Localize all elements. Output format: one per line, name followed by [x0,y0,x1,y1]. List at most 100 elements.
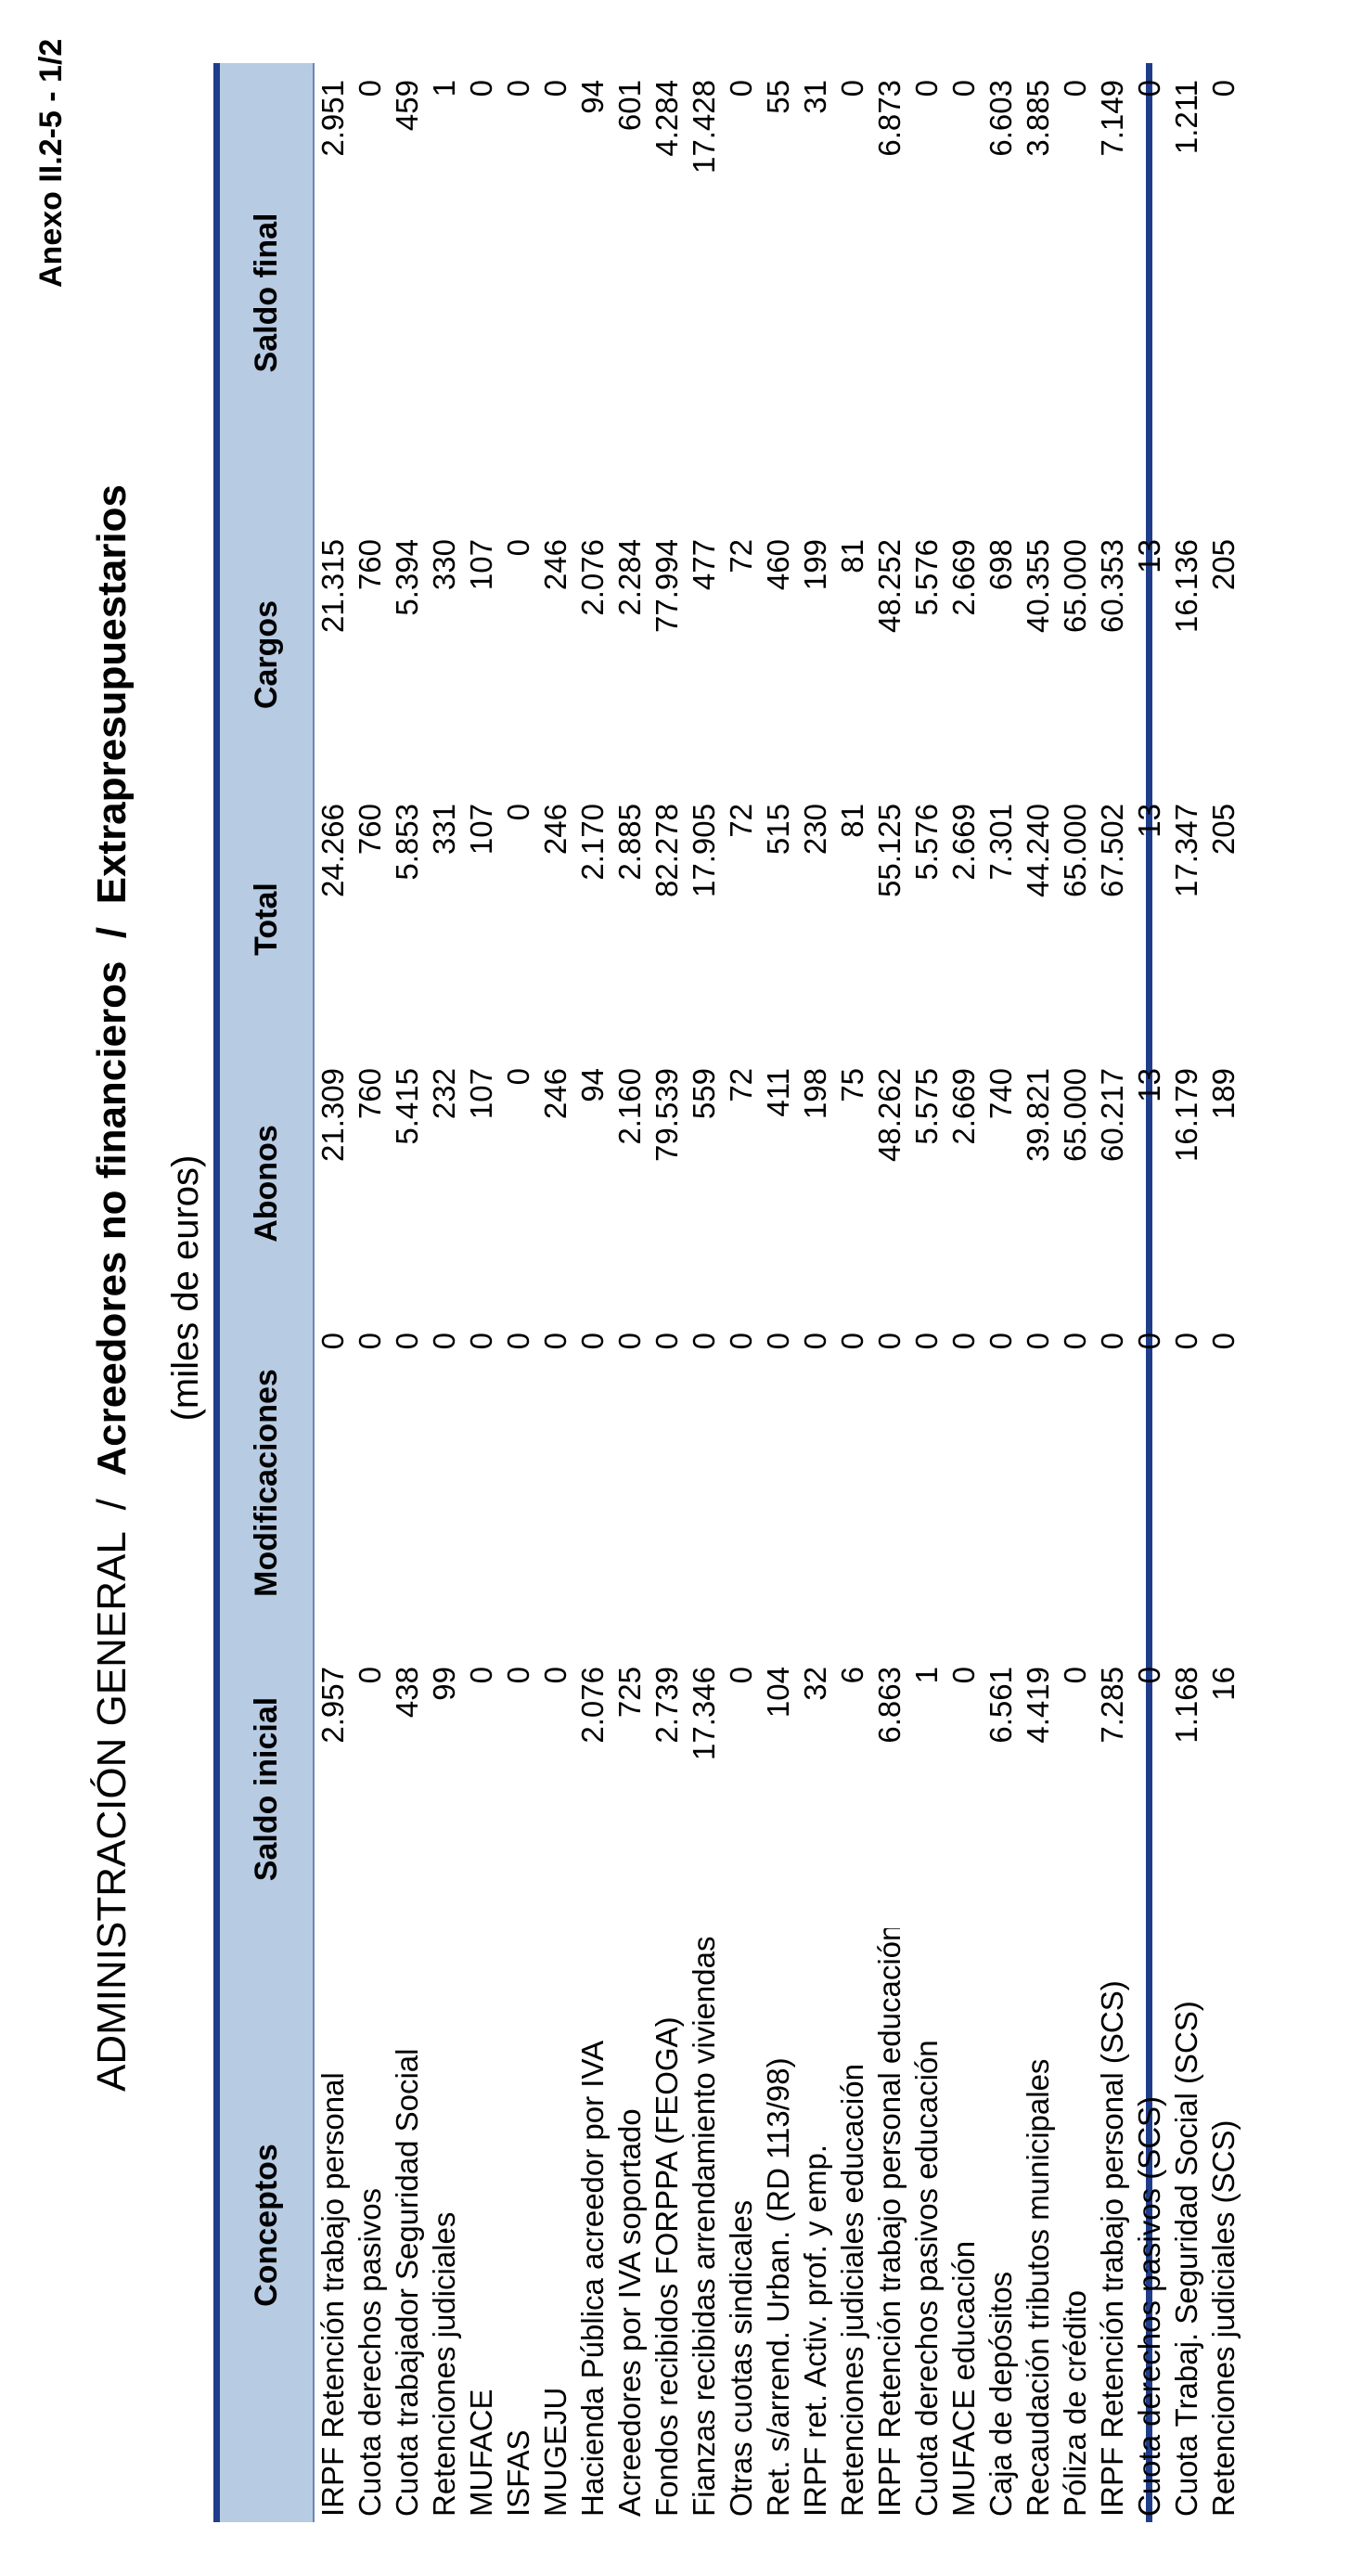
saldo-final-cell: 1.211 [1169,80,1203,155]
concept-cell: IRPF Retención trabajo personal (SCS) [1095,1980,1129,2517]
cargos-cell: 16.136 [1169,539,1203,633]
modificaciones-cell: 0 [1021,1333,1055,1350]
abonos-cell: 60.217 [1095,1068,1129,1162]
abonos-cell: 48.262 [872,1068,907,1162]
saldo-final-cell: 0 [1058,80,1092,97]
saldo-final-cell: 55 [761,80,795,114]
total-cell: 205 [1206,804,1241,856]
saldo-final-cell: 0 [835,80,869,97]
cargos-cell: 330 [427,539,461,591]
title-separator-1: / [89,1499,135,1511]
abonos-cell: 65.000 [1058,1068,1092,1162]
abonos-cell: 760 [353,1068,387,1120]
concept-cell: IRPF ret. Activ. prof. y emp. [798,2145,832,2517]
saldo-inicial-cell: 4.419 [1021,1667,1055,1744]
creditors-table-container: Conceptos Saldo inicial Modificaciones Abon… [213,63,1241,2522]
table-row: IRPF Retención trabajo personal (SCS) 7.2… [1094,63,1131,2522]
saldo-final-cell: 0 [464,80,498,97]
total-cell: 82.278 [649,804,684,897]
cargos-cell: 21.315 [315,539,350,633]
abonos-cell: 189 [1206,1068,1241,1120]
cargos-cell: 2.284 [612,539,647,616]
saldo-inicial-cell: 0 [724,1667,758,1684]
modificaciones-cell: 0 [501,1333,535,1350]
total-cell: 515 [761,804,795,856]
modificaciones-cell: 0 [649,1333,684,1350]
saldo-final-cell: 0 [946,80,981,97]
abonos-cell: 39.821 [1021,1068,1055,1162]
cargos-cell: 0 [501,539,535,557]
table-row: Cuota derechos pasivos (SCS) 0 0 13 13 13 0 [1131,63,1168,2522]
concept-cell: Cuota derechos pasivos educación [909,2040,944,2517]
concept-cell: Retenciones judiciales educación [835,2064,869,2517]
header-cargos: Cargos [220,522,314,787]
cargos-cell: 5.394 [390,539,424,616]
total-cell: 2.885 [612,804,647,881]
saldo-final-cell: 1 [427,80,461,97]
saldo-inicial-cell: 6.561 [984,1667,1018,1744]
cargos-cell: 2.669 [946,539,981,616]
saldo-final-cell: 0 [1206,80,1241,97]
total-cell: 17.905 [687,804,721,897]
modificaciones-cell: 0 [315,1333,350,1350]
concept-cell: ISFAS [501,2429,535,2517]
saldo-final-cell: 0 [538,80,572,97]
abonos-cell: 559 [687,1068,721,1120]
cargos-cell: 72 [724,539,758,573]
saldo-inicial-cell: 2.957 [315,1667,350,1744]
saldo-inicial-cell: 0 [1132,1667,1166,1684]
table-row: Otras cuotas sindicales 0 0 72 72 72 0 [723,63,760,2522]
abonos-cell: 2.160 [612,1068,647,1145]
concept-cell: Ret. s/arrend. Urban. (RD 113/98) [761,2057,795,2517]
concept-cell: Póliza de crédito [1058,2290,1092,2517]
table-row: Cuota derechos pasivos 0 0 760 760 760 0 [352,63,389,2522]
table-header-row: Conceptos Saldo inicial Modificaciones Abon… [220,63,314,2522]
cargos-cell: 65.000 [1058,539,1092,633]
table-row: Cuota Trabaj. Seguridad Social (SCS) 1.16… [1168,63,1205,2522]
table-row: Recaudación tributos municipales 4.419 0 39… [1020,63,1057,2522]
table-row: MUFACE 0 0 107 107 107 0 [463,63,500,2522]
saldo-inicial-cell: 104 [761,1667,795,1719]
concept-cell: MUFACE [464,2389,498,2517]
total-cell: 230 [798,804,832,856]
abonos-cell: 5.575 [909,1068,944,1145]
total-cell: 13 [1132,804,1166,838]
saldo-inicial-cell: 2.739 [649,1667,684,1744]
title-part-3: Extrapresupuestarios [89,484,135,905]
abonos-cell: 79.539 [649,1068,684,1162]
concept-cell: Recaudación tributos municipales [1021,2058,1055,2517]
saldo-final-cell: 94 [575,80,610,114]
saldo-inicial-cell: 0 [538,1667,572,1684]
concept-cell: Cuota trabajador Seguridad Social [390,2048,424,2518]
abonos-cell: 16.179 [1169,1068,1203,1162]
modificaciones-cell: 0 [946,1333,981,1350]
saldo-final-cell: 0 [353,80,387,97]
saldo-inicial-cell: 725 [612,1667,647,1719]
saldo-inicial-cell: 1.168 [1169,1667,1203,1744]
saldo-final-cell: 601 [612,80,647,132]
total-cell: 65.000 [1058,804,1092,897]
saldo-final-cell: 31 [798,80,832,114]
table-row: Póliza de crédito 0 0 65.000 65.000 65.000 0 [1057,63,1094,2522]
saldo-inicial-cell: 0 [353,1667,387,1684]
cargos-cell: 107 [464,539,498,591]
abonos-cell: 107 [464,1068,498,1120]
abonos-cell: 246 [538,1068,572,1120]
abonos-cell: 75 [835,1068,869,1102]
concept-cell: MUFACE educación [946,2240,981,2517]
concept-cell: Cuota derechos pasivos (SCS) [1132,2095,1166,2517]
concept-cell: Cuota derechos pasivos [353,2187,387,2517]
modificaciones-cell: 0 [612,1333,647,1350]
abonos-cell: 740 [984,1068,1018,1120]
modificaciones-cell: 0 [1169,1333,1203,1350]
saldo-inicial-cell: 0 [464,1667,498,1684]
header-saldo-final: Saldo final [220,63,314,522]
modificaciones-cell: 0 [798,1333,832,1350]
abonos-cell: 2.669 [946,1068,981,1145]
concept-cell: Retenciones judiciales (SCS) [1206,2119,1241,2517]
total-cell: 760 [353,804,387,856]
table-row: Retenciones judiciales 99 0 232 331 330 1 [426,63,463,2522]
total-cell: 7.301 [984,804,1018,881]
saldo-inicial-cell: 438 [390,1667,424,1719]
modificaciones-cell: 0 [835,1333,869,1350]
